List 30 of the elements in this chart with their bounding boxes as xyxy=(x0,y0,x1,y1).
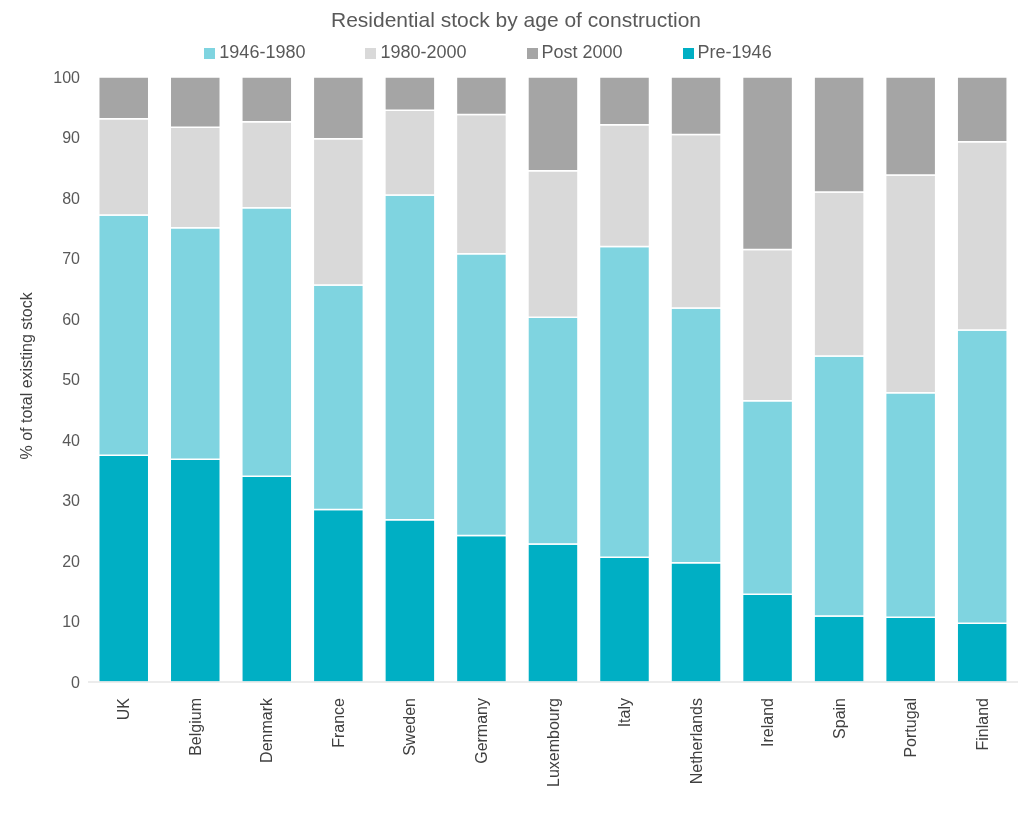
y-tick-label: 70 xyxy=(62,250,81,268)
y-tick-label: 60 xyxy=(62,310,81,328)
x-tick-label: France xyxy=(329,697,347,748)
y-tick-label: 80 xyxy=(62,189,81,207)
x-tick-label: Sweden xyxy=(401,698,419,756)
y-tick-label: 0 xyxy=(71,673,81,691)
x-tick-label: Italy xyxy=(616,698,634,728)
y-tick-label: 100 xyxy=(53,68,81,86)
x-tick-label: Luxembourg xyxy=(544,698,562,787)
x-tick-label: Spain xyxy=(830,698,848,739)
y-tick-label: 50 xyxy=(62,371,81,389)
y-tick-label: 10 xyxy=(62,613,81,631)
legend-label: 1980-2000 xyxy=(380,42,467,62)
x-tick-label: Ireland xyxy=(759,698,777,747)
y-tick-label: 20 xyxy=(62,552,81,570)
x-tick-label: Finland xyxy=(973,698,991,751)
x-tick-label: Denmark xyxy=(258,697,276,763)
x-tick-label: Portugal xyxy=(902,698,920,758)
x-tick-label: Belgium xyxy=(186,698,204,756)
y-axis-title: % of total existing stock xyxy=(17,291,35,460)
y-tick-label: 40 xyxy=(62,431,81,449)
x-tick-label: Netherlands xyxy=(687,698,705,785)
chart-title: Residential stock by age of construction xyxy=(329,8,702,32)
legend-label: 1946-1980 xyxy=(219,42,306,62)
x-tick-label: UK xyxy=(115,697,133,721)
legend-label: Post 2000 xyxy=(541,42,623,62)
x-tick-label: Germany xyxy=(472,698,490,764)
y-tick-label: 30 xyxy=(62,492,81,510)
legend-label: Pre-1946 xyxy=(697,42,772,62)
y-tick-label: 90 xyxy=(62,129,81,147)
